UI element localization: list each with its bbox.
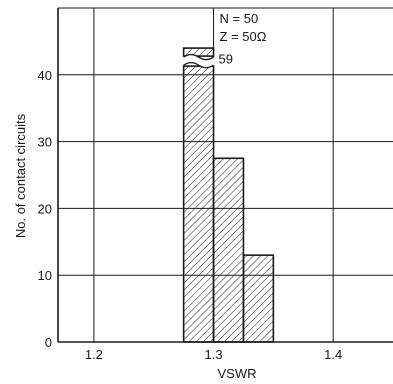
y-tick-label-0: 0 (45, 335, 52, 350)
y-tick-label-10: 10 (38, 268, 52, 283)
bar-1 (212, 157, 245, 343)
x-tick-label-1.4: 1.4 (324, 347, 342, 362)
y-tick-label-20: 20 (38, 201, 52, 216)
bar-0 (182, 65, 215, 343)
bar-2 (242, 254, 275, 343)
x-tick-label-1.3: 1.3 (204, 347, 222, 362)
x-tick-label-1.2: 1.2 (85, 347, 103, 362)
annotations: N = 50 Z = 50Ω (220, 11, 267, 44)
y-tick-label-40: 40 (38, 68, 52, 83)
bars: 59 (182, 47, 275, 343)
plot-frame (57, 8, 393, 343)
bar-break-gap (182, 54, 215, 68)
x-axis-label: VSWR (218, 366, 257, 381)
bar-break-line-bottom (183, 61, 214, 69)
y-axis-label: No. of contact circuits (13, 113, 28, 238)
annotation-1: Z = 50Ω (220, 29, 267, 44)
bar-break-line-top (183, 53, 214, 61)
annotation-0: N = 50 (220, 11, 259, 26)
y-tick-label-30: 30 (38, 135, 52, 150)
tick-labels: 0 10 20 30 40 1.2 1.3 1.4 (38, 68, 343, 362)
bar-0-value-label: 59 (219, 51, 233, 66)
bar-0-upper (182, 47, 215, 57)
